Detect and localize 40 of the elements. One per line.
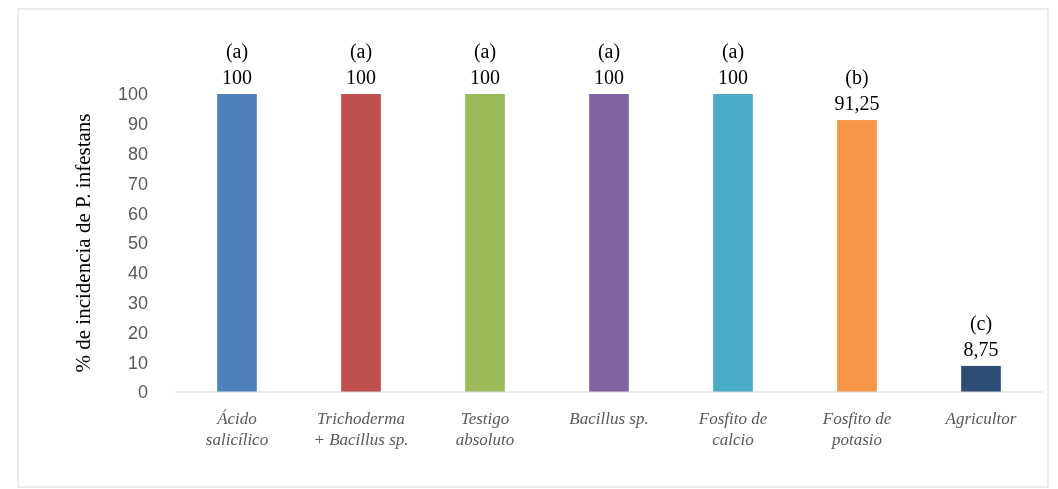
x-tick-label: Trichoderma + Bacillus sp. bbox=[313, 409, 409, 449]
bar bbox=[713, 94, 753, 392]
bar bbox=[837, 120, 877, 392]
data-label: 100 bbox=[346, 66, 376, 88]
x-tick-label: Ácido salicílico bbox=[205, 409, 269, 449]
data-label: 100 bbox=[222, 66, 252, 88]
y-tick-label: 70 bbox=[127, 173, 148, 194]
y-tick-label: 100 bbox=[117, 84, 148, 105]
bar bbox=[589, 94, 629, 392]
data-label: 100 bbox=[594, 66, 624, 88]
annotation: (a) bbox=[473, 40, 497, 63]
x-tick-label: Fosfito de potasio bbox=[821, 409, 892, 449]
annotation: (a) bbox=[721, 40, 745, 63]
bar bbox=[217, 94, 257, 392]
data-label: 8,75 bbox=[963, 337, 999, 360]
bar bbox=[341, 94, 381, 392]
data-label: 100 bbox=[470, 66, 500, 88]
annotation: (a) bbox=[225, 40, 249, 63]
y-tick-label: 90 bbox=[127, 114, 148, 135]
x-tick-label: Bacillus sp. bbox=[569, 409, 649, 428]
x-tick-label: Testigo absoluto bbox=[455, 409, 515, 449]
bar bbox=[961, 365, 1001, 392]
y-tick-label: 20 bbox=[127, 322, 148, 343]
bar bbox=[465, 94, 505, 392]
y-tick-label: 80 bbox=[127, 143, 148, 164]
annotation: (a) bbox=[597, 40, 621, 63]
data-label: 100 bbox=[718, 66, 748, 88]
y-axis-title: % de incidencia de P. infestans bbox=[71, 113, 95, 373]
annotation: (a) bbox=[349, 40, 373, 63]
annotation: (b) bbox=[845, 66, 869, 90]
y-tick-label: 0 bbox=[137, 382, 148, 403]
data-label: 91,25 bbox=[834, 92, 880, 115]
y-tick-label: 40 bbox=[127, 263, 148, 284]
y-tick-label: 30 bbox=[127, 292, 148, 313]
x-tick-label: Agricultor bbox=[944, 409, 1017, 428]
y-tick-label: 60 bbox=[127, 203, 148, 224]
annotation: (c) bbox=[969, 311, 993, 335]
y-tick-label: 10 bbox=[127, 352, 148, 373]
x-tick-label: Fosfito de calcio bbox=[697, 409, 768, 449]
y-tick-label: 50 bbox=[127, 233, 148, 254]
